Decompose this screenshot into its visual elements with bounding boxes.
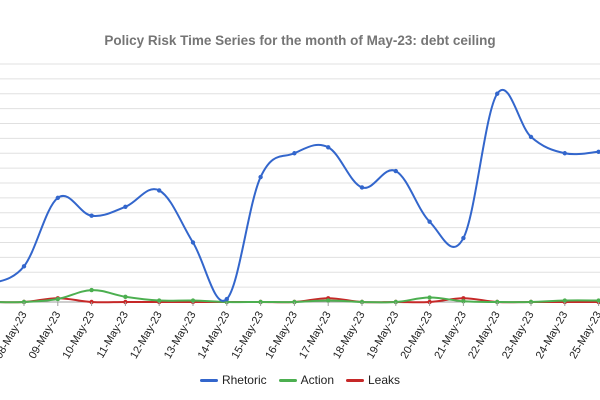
data-point-rhetoric[interactable] [224,296,229,302]
data-point-rhetoric[interactable] [157,188,162,193]
data-point-rhetoric[interactable] [528,134,534,140]
data-point-rhetoric[interactable] [562,151,567,156]
data-point-action[interactable] [190,298,196,303]
data-point-rhetoric[interactable] [495,91,500,96]
data-point-rhetoric[interactable] [427,219,432,224]
x-tick-label: 11-May-23 [95,310,131,361]
legend-label: Leaks [368,373,401,388]
data-point-rhetoric[interactable] [123,204,128,209]
x-tick-label: 15-May-23 [230,310,267,362]
data-point-action[interactable] [89,287,94,293]
data-point-action[interactable] [596,298,600,303]
x-tick-label: 23-May-23 [500,310,537,362]
x-tick-label: 12-May-23 [128,310,165,362]
x-tick-label: 20-May-23 [399,310,436,362]
x-tick-label: 09-May-23 [27,310,64,362]
legend-swatch [346,378,364,382]
data-point-action[interactable] [55,296,60,302]
data-point-rhetoric[interactable] [359,185,365,190]
data-point-action[interactable] [123,294,128,299]
data-point-rhetoric[interactable] [393,168,398,174]
data-point-rhetoric[interactable] [21,264,27,269]
chart-title: Policy Risk Time Series for the month of… [104,33,496,48]
data-point-action[interactable] [157,298,162,303]
x-tick-label: 25-May-23 [568,310,600,362]
x-tick-label: 16-May-23 [263,310,300,362]
data-point-action[interactable] [461,299,466,304]
data-point-action[interactable] [562,298,567,303]
data-point-action[interactable] [427,295,432,300]
series-line-rhetoric [0,89,599,302]
x-tick-label: 21-May-23 [432,310,469,362]
data-point-rhetoric[interactable] [596,149,600,154]
data-point-rhetoric[interactable] [89,213,94,218]
legend-item-leaks[interactable]: Leaks [346,372,400,387]
legend-swatch [199,378,218,382]
legend-item-action[interactable]: Action [278,372,334,388]
legend-swatch [278,378,297,382]
data-point-rhetoric[interactable] [258,174,263,180]
data-point-rhetoric[interactable] [292,151,297,156]
legend-label: Rhetoric [221,373,267,388]
x-tick-label: 10-May-23 [61,310,98,362]
x-tick-label: 13-May-23 [162,310,199,362]
x-axis-ticks: 08-May-2309-May-2310-May-2311-May-2312-M… [0,302,600,361]
data-point-action[interactable] [326,298,331,303]
x-tick-label: 18-May-23 [331,310,368,362]
x-tick-label: 17-May-23 [297,310,334,362]
data-point-rhetoric[interactable] [190,240,196,245]
legend-label: Action [300,373,334,388]
x-tick-label: 08-May-23 [0,310,30,362]
x-tick-label: 19-May-23 [365,310,402,362]
x-tick-label: 14-May-23 [196,310,233,362]
x-tick-label: 24-May-23 [534,310,571,362]
legend-item-rhetoric[interactable]: Rhetoric [199,372,267,388]
data-point-rhetoric[interactable] [55,195,60,201]
data-point-rhetoric[interactable] [326,145,331,150]
grid-lines [0,63,600,303]
legend: Rhetoric Action Leaks [0,372,600,387]
x-tick-label: 22-May-23 [466,310,503,362]
data-point-rhetoric[interactable] [461,235,466,241]
